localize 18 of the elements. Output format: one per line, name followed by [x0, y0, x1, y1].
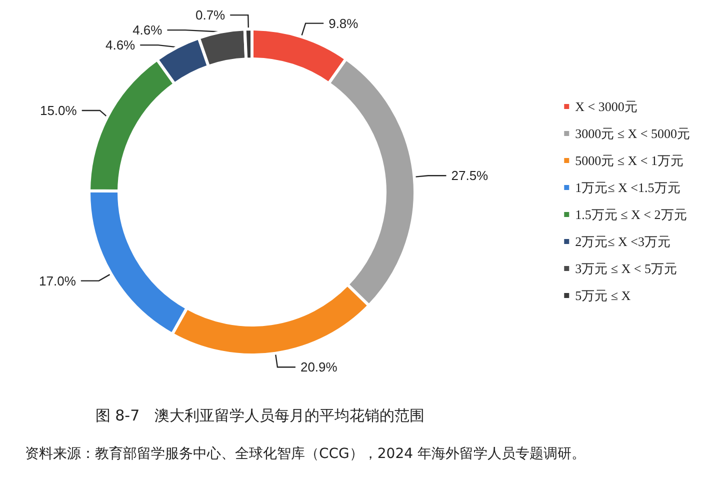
- data-label: 0.7%: [195, 8, 226, 23]
- data-label: 17.0%: [39, 273, 76, 288]
- legend-label: 2万元≤ X <3万元: [575, 234, 671, 249]
- data-label: 15.0%: [40, 102, 78, 118]
- text: 资料来源：教育部留学服务中心、全球化智库（CCG），2024 年海外留学人员专题调研。: [25, 445, 586, 462]
- text: 图 8-7 澳大利亚留学人员每月的平均花销的范围: [95, 406, 425, 424]
- data-label: 27.5%: [451, 168, 489, 184]
- legend-label: 5万元 ≤ X: [575, 288, 632, 303]
- legend-label: 1.5万元 ≤ X < 2万元: [575, 207, 687, 222]
- data-label: 20.9%: [300, 360, 338, 375]
- legend-label: X < 3000元: [575, 99, 638, 114]
- data-label: 4.6%: [105, 38, 136, 53]
- legend-label: 3000元 ≤ X < 5000元: [575, 126, 690, 141]
- data-label: 9.8%: [328, 16, 359, 31]
- legend-label: 1万元≤ X <1.5万元: [575, 180, 680, 195]
- legend-label: 5000元 ≤ X < 1万元: [575, 153, 684, 168]
- data-label: 4.6%: [132, 22, 163, 38]
- legend-label: 3万元 ≤ X < 5万元: [575, 261, 678, 276]
